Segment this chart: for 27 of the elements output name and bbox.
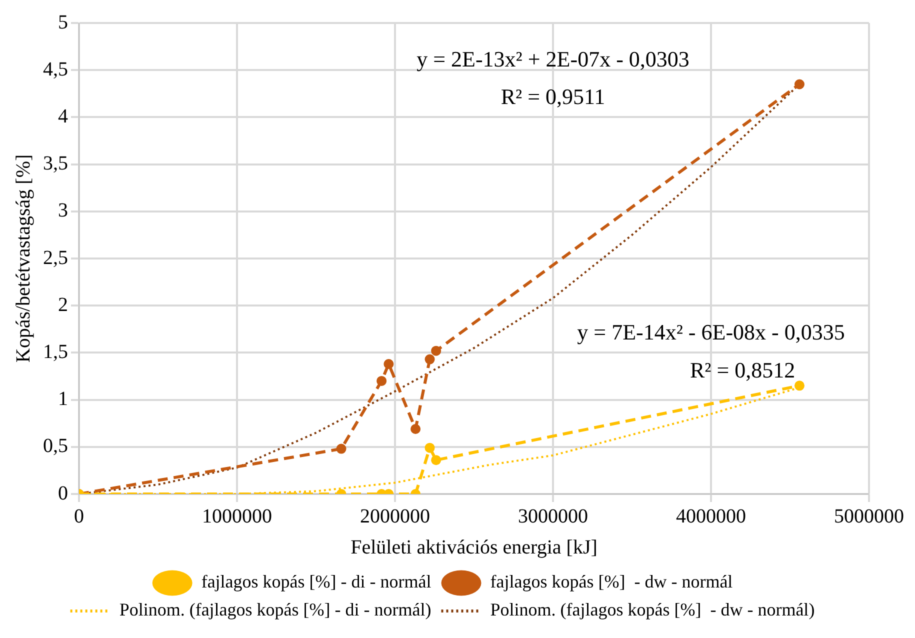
- annotation: R² = 0,8512: [690, 357, 796, 382]
- y-tick-label: 4,5: [43, 58, 68, 80]
- y-axis-title: Kopás/betétvastagság [%]: [12, 154, 34, 363]
- y-tick-label: 4: [58, 105, 68, 128]
- y-tick-label: 0,5: [43, 435, 68, 458]
- legend-label: fajlagos kopás [%] - di - normál: [201, 572, 432, 592]
- x-tick-label: 4000000: [676, 505, 746, 528]
- annotation: y = 7E-14x² - 6E-08x - 0,0335: [577, 320, 845, 345]
- y-tick-label: 1,5: [43, 340, 68, 363]
- y-tick-label: 2: [58, 294, 68, 316]
- x-tick-label: 1000000: [202, 505, 272, 528]
- x-tick-label: 5000000: [834, 505, 904, 528]
- x-tick-label: 3000000: [518, 505, 588, 528]
- y-tick-label: 1: [58, 388, 68, 410]
- legend-label: Polinom. (fajlagos kopás [%] - di - normál): [119, 600, 432, 620]
- legend-label: fajlagos kopás [%] - dw - normál: [490, 572, 733, 592]
- x-tick-label: 0: [74, 505, 84, 528]
- y-tick-label: 3: [58, 200, 68, 222]
- y-tick-label: 2,5: [43, 246, 68, 269]
- y-tick-label: 5: [58, 11, 68, 34]
- y-tick-label: 3,5: [43, 152, 68, 175]
- x-tick-label: 2000000: [360, 505, 430, 528]
- x-axis-title: Felületi aktivációs energia [kJ]: [350, 536, 598, 558]
- annotation: y = 2E-13x² + 2E-07x - 0,0303: [416, 46, 690, 72]
- y-tick-label: 0: [58, 482, 68, 504]
- legend-label: Polinom. (fajlagos kopás [%] - dw - normál): [490, 600, 815, 620]
- annotation: R² = 0,9511: [500, 84, 606, 110]
